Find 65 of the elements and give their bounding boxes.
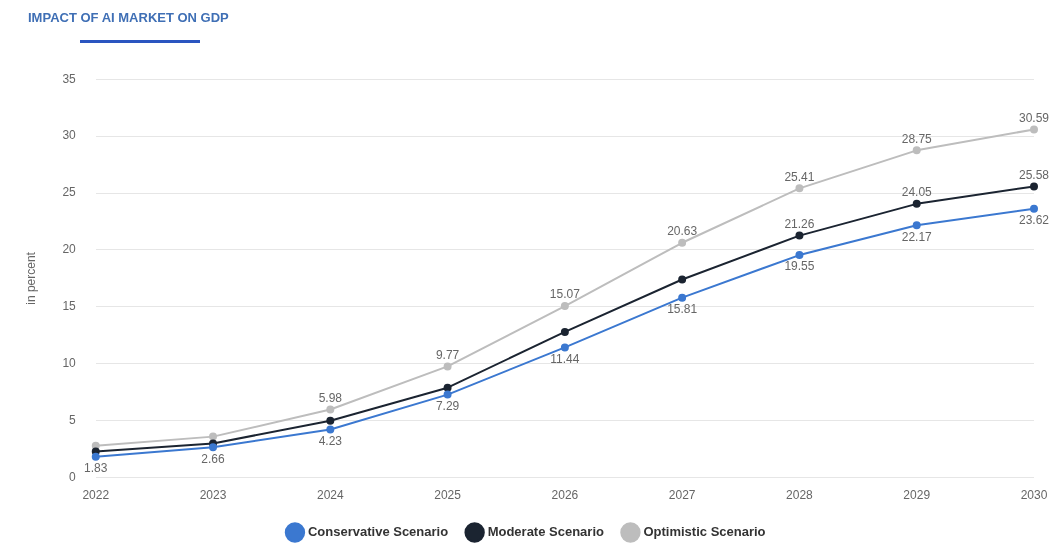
x-tick-label: 2023 [199, 488, 227, 503]
x-tick-label: 2025 [434, 488, 462, 503]
legend-label: Optimistic Scenario [643, 524, 766, 540]
point [443, 390, 452, 399]
data-label: 4.23 [318, 433, 343, 448]
data-label: 25.41 [784, 169, 815, 184]
point [795, 231, 804, 240]
data-label: 25.58 [1018, 167, 1050, 182]
point [91, 452, 100, 461]
data-label: 24.05 [901, 185, 933, 200]
point [795, 251, 804, 260]
y-tick-label: 30 [62, 128, 77, 143]
chart-title: IMPACT OF AI MARKET ON GDP [28, 10, 229, 25]
data-label: 7.29 [435, 398, 460, 413]
point [326, 405, 335, 414]
point [560, 302, 569, 311]
data-label: 30.59 [1018, 110, 1050, 125]
point [1030, 204, 1038, 213]
point [326, 416, 335, 425]
x-tick-label: 2022 [82, 488, 110, 503]
y-tick-label: 20 [62, 242, 77, 257]
x-tick-label: 2024 [316, 488, 344, 503]
point [795, 184, 804, 193]
point [443, 362, 452, 371]
data-label: 19.55 [784, 259, 815, 274]
x-tick-label: 2028 [786, 488, 814, 503]
data-label: 1.83 [84, 461, 108, 476]
point [443, 383, 452, 392]
point [209, 432, 218, 441]
y-axis-title: in percent [23, 251, 38, 305]
y-tick-label: 10 [62, 356, 77, 371]
point [560, 343, 569, 352]
x-tick-label: 2027 [668, 488, 696, 503]
data-label: 21.26 [784, 216, 815, 231]
data-label: 15.81 [667, 301, 698, 316]
data-label: 15.07 [549, 287, 581, 302]
y-tick-label: 25 [62, 185, 77, 200]
point [678, 293, 687, 302]
data-label: 20.63 [667, 224, 698, 239]
point [912, 199, 921, 208]
x-tick-label: 2026 [551, 488, 579, 503]
point [209, 443, 218, 452]
data-label: 23.62 [1018, 213, 1050, 228]
y-tick-label: 15 [62, 299, 77, 314]
data-label: 2.66 [201, 451, 226, 466]
point [912, 146, 921, 155]
y-tick-label: 5 [69, 413, 77, 427]
data-label: 28.75 [901, 131, 933, 146]
x-tick-label: 2030 [1020, 488, 1048, 503]
point [1030, 125, 1038, 134]
data-label: 11.44 [550, 351, 580, 366]
point [912, 221, 921, 230]
data-label: 22.17 [901, 229, 933, 244]
legend-label: Moderate Scenario [487, 524, 605, 540]
point [1030, 182, 1038, 191]
x-tick-label: 2029 [903, 488, 931, 503]
point [326, 425, 335, 434]
data-label: 9.77 [435, 347, 460, 362]
data-label: 5.98 [318, 390, 343, 405]
point [560, 327, 569, 336]
legend-label: Conservative Scenario [307, 524, 449, 540]
y-tick-label: 35 [62, 71, 77, 86]
y-tick-label: 0 [69, 469, 77, 484]
point [678, 275, 687, 284]
point [678, 238, 687, 247]
